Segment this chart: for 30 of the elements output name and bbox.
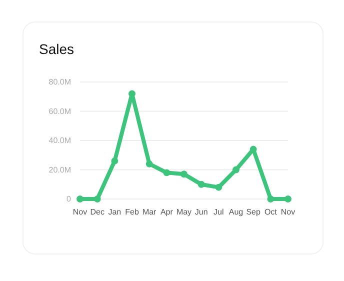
y-tick-label: 40.0M: [48, 136, 72, 146]
x-tick-label: Aug: [228, 208, 244, 217]
y-tick-label: 80.0M: [48, 78, 72, 87]
point: [163, 169, 170, 176]
x-tick-label: Jan: [108, 208, 122, 217]
x-tick-label: Feb: [125, 208, 140, 217]
point: [232, 166, 240, 174]
x-tick-label: Oct: [264, 208, 278, 217]
x-tick-label: Apr: [160, 208, 174, 217]
point: [180, 170, 188, 178]
y-tick-label: 20.0M: [48, 165, 72, 174]
point: [111, 158, 118, 164]
x-tick-label: Sep: [246, 208, 261, 217]
point: [215, 184, 222, 191]
point: [284, 196, 292, 202]
point: [267, 196, 274, 202]
chart-title: Sales: [39, 41, 74, 57]
x-tick-label: Dec: [90, 208, 104, 217]
x-tick-label: Nov: [280, 208, 296, 217]
point: [76, 196, 84, 202]
point: [198, 180, 205, 188]
point: [94, 196, 101, 202]
x-tick-label: May: [176, 208, 192, 217]
y-tick-label: 0: [66, 194, 72, 204]
point: [146, 160, 153, 168]
y-tick-label: 60.0M: [48, 106, 72, 116]
x-tick-label: Mar: [142, 208, 157, 217]
x-tick-label: Nov: [72, 208, 88, 217]
x-tick-label: Jun: [194, 208, 208, 217]
x-tick-label: Jul: [214, 208, 224, 217]
